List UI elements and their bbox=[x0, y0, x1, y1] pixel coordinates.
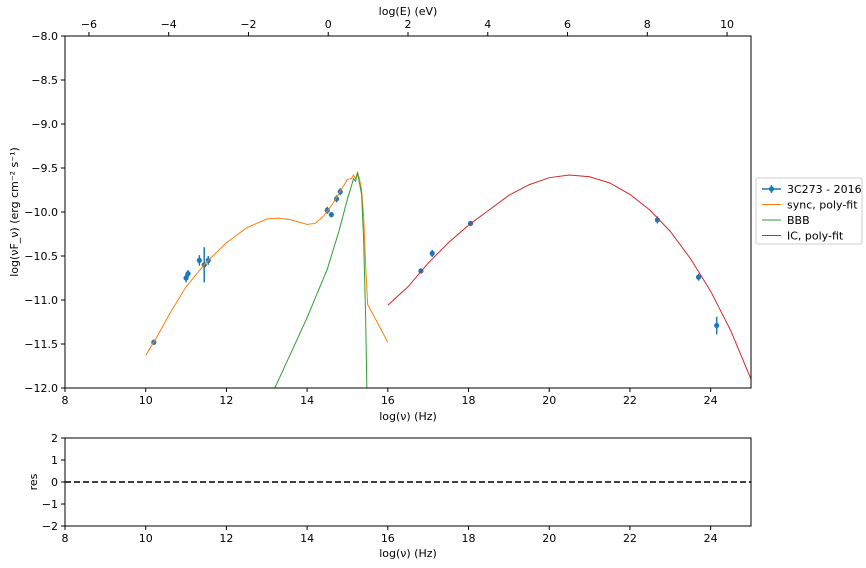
y-tick-label: −8.5 bbox=[31, 74, 58, 87]
legend-marker bbox=[768, 186, 775, 192]
res-x-tick-label: 24 bbox=[704, 532, 718, 545]
y-tick-label: −10.5 bbox=[24, 250, 58, 263]
legend-label: sync, poly-fit bbox=[787, 199, 858, 212]
x-tick-label: 12 bbox=[219, 394, 233, 407]
res-y-tick-label: 2 bbox=[51, 432, 58, 445]
data-point bbox=[429, 250, 435, 256]
top-tick-label: 2 bbox=[405, 18, 412, 31]
res-x-tick-label: 22 bbox=[623, 532, 637, 545]
x-tick-label: 18 bbox=[462, 394, 476, 407]
legend: 3C273 - 2016 sync, poly-fit BBB IC, poly-fi… bbox=[755, 177, 863, 245]
top-tick-label: 4 bbox=[484, 18, 491, 31]
y-tick-label: −10.0 bbox=[24, 206, 58, 219]
y-tick-label: −11.0 bbox=[24, 294, 58, 307]
top-tick-label: 0 bbox=[325, 18, 332, 31]
data-point bbox=[714, 322, 720, 329]
top-tick-label: 8 bbox=[644, 18, 651, 31]
top-tick-label: −4 bbox=[161, 18, 177, 31]
res-x-tick-label: 16 bbox=[381, 532, 395, 545]
res-y-tick-label: 0 bbox=[51, 476, 58, 489]
x-tick-label: 16 bbox=[381, 394, 395, 407]
y-axis-label: log(νF_ν) (erg cm⁻² s⁻¹) bbox=[8, 147, 21, 277]
series-line-ic-poly-fit bbox=[387, 174, 751, 380]
y-tick-label: −9.0 bbox=[31, 118, 58, 131]
x-tick-label: 8 bbox=[62, 394, 69, 407]
x-tick-label: 10 bbox=[139, 394, 153, 407]
data-point bbox=[328, 212, 334, 218]
legend-label: BBB bbox=[787, 214, 810, 227]
series-line-bbb bbox=[274, 172, 368, 388]
legend-box bbox=[755, 177, 863, 245]
res-x-tick-label: 10 bbox=[139, 532, 153, 545]
y-tick-label: −9.5 bbox=[31, 162, 58, 175]
main-axes-frame bbox=[64, 35, 752, 389]
top-tick-label: −6 bbox=[81, 18, 97, 31]
data-point bbox=[695, 274, 702, 280]
legend-label: IC, poly-fit bbox=[787, 230, 844, 243]
res-y-axis-label: res bbox=[27, 473, 40, 490]
x-tick-label: 24 bbox=[704, 394, 718, 407]
res-x-tick-label: 12 bbox=[219, 532, 233, 545]
top-tick-label: 10 bbox=[720, 18, 734, 31]
x-tick-label: 22 bbox=[623, 394, 637, 407]
res-y-tick-label: −2 bbox=[42, 520, 58, 533]
plot-content bbox=[65, 170, 751, 483]
x-axis-label: log(ν) (Hz) bbox=[379, 410, 437, 423]
res-x-tick-label: 18 bbox=[462, 532, 476, 545]
y-tick-label: −12.0 bbox=[24, 382, 58, 395]
plot-axes: 8 10 12 14 16 18 20 22 24−12.0−11.5−11.0−10.5−10… bbox=[8, 5, 752, 560]
y-tick-label: −11.5 bbox=[24, 338, 58, 351]
res-x-tick-label: 8 bbox=[62, 532, 69, 545]
legend-label: 3C273 - 2016 bbox=[787, 183, 862, 196]
res-y-tick-label: 1 bbox=[51, 454, 58, 467]
top-tick-label: −2 bbox=[240, 18, 256, 31]
data-point bbox=[185, 271, 191, 277]
res-x-tick-label: 20 bbox=[542, 532, 556, 545]
series-line-sync-poly-fit bbox=[145, 170, 389, 356]
y-tick-label: −8.0 bbox=[31, 30, 58, 43]
data-point bbox=[196, 257, 202, 263]
x-tick-label: 14 bbox=[300, 394, 314, 407]
res-x-tick-label: 14 bbox=[300, 532, 314, 545]
res-y-tick-label: −1 bbox=[42, 498, 58, 511]
top-axis-label: log(E) (eV) bbox=[379, 5, 438, 18]
x-tick-label: 20 bbox=[542, 394, 556, 407]
series-group bbox=[145, 170, 751, 388]
top-tick-label: 6 bbox=[564, 18, 571, 31]
res-x-axis-label: log(ν) (Hz) bbox=[379, 547, 437, 560]
